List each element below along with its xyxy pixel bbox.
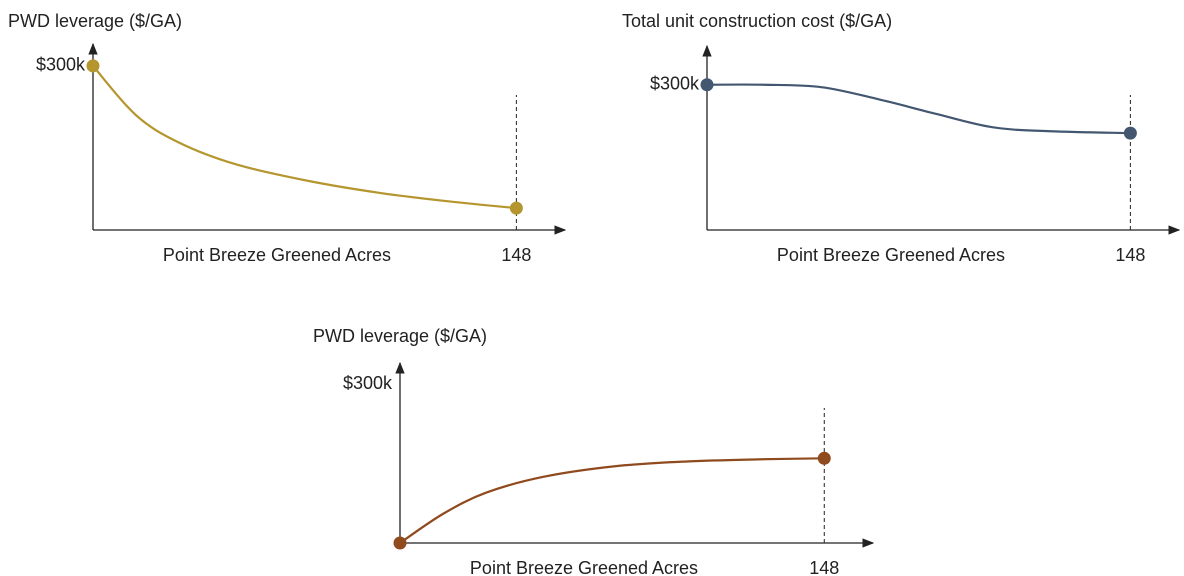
chart-title: PWD leverage ($/GA) <box>313 326 487 346</box>
point-marker <box>509 201 523 215</box>
point-marker <box>1123 126 1137 140</box>
x-tick-label: 148 <box>501 245 531 265</box>
line <box>706 83 1131 135</box>
line <box>92 65 517 210</box>
y-tick-label: $300k <box>343 373 393 393</box>
x-axis-label: Point Breeze Greened Acres <box>777 245 1005 265</box>
line <box>399 457 825 544</box>
x-tick-label: 148 <box>809 558 839 576</box>
point-marker <box>86 59 100 73</box>
chart-title: PWD leverage ($/GA) <box>8 11 182 31</box>
y-tick-label: $300k <box>36 55 86 75</box>
point-marker <box>393 536 407 550</box>
x-axis-label: Point Breeze Greened Acres <box>470 558 698 576</box>
y-tick-label: $300k <box>650 73 700 93</box>
point-marker <box>817 451 831 465</box>
chart-title: Total unit construction cost ($/GA) <box>622 11 892 31</box>
point-marker <box>700 78 714 92</box>
x-axis-label: Point Breeze Greened Acres <box>163 245 391 265</box>
x-tick-label: 148 <box>1115 245 1145 265</box>
